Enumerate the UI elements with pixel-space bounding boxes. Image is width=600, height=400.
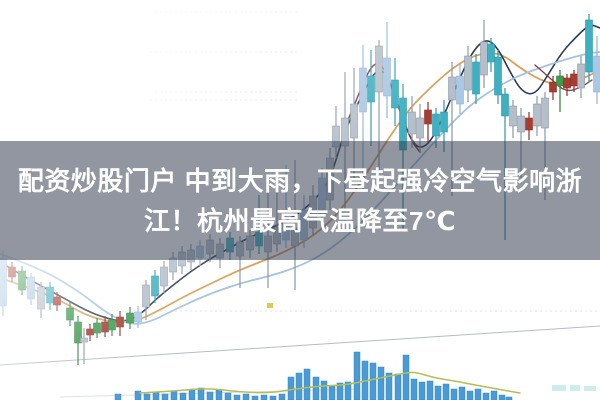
headline-line-1: 配资炒股门户 中到大雨，下昼起强冷空气影响浙: [17, 165, 583, 196]
headline-banner: 配资炒股门户 中到大雨，下昼起强冷空气影响浙 江！杭州最高气温降至7℃: [0, 141, 600, 260]
headline-line-2: 江！杭州最高气温降至7℃: [144, 205, 456, 236]
